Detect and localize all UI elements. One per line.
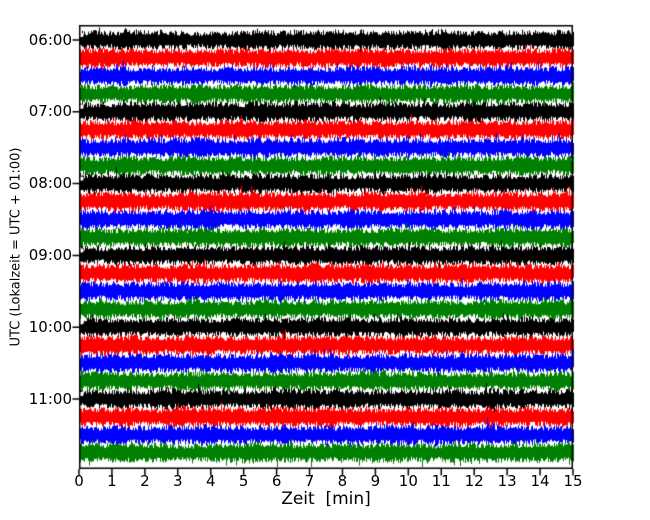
x-tick-label: 5 (238, 472, 249, 490)
x-tick-label: 8 (337, 472, 348, 490)
x-tick-label: 4 (205, 472, 216, 490)
y-tick-label: 09:00 (28, 245, 72, 264)
x-tick-label: 13 (497, 472, 517, 490)
x-tick-label: 1 (107, 472, 117, 490)
x-tick-label: 2 (140, 472, 150, 490)
y-tick-label: 06:00 (28, 30, 72, 49)
x-tick-label: 6 (271, 472, 282, 490)
x-tick-label: 12 (464, 472, 484, 490)
x-tick-label: 10 (398, 472, 418, 490)
x-tick-label: 7 (304, 472, 315, 490)
x-tick-label: 3 (173, 472, 183, 490)
y-tick-label: 07:00 (28, 102, 72, 121)
x-tick-label: 14 (530, 472, 550, 490)
x-axis-label: Zeit [min] (281, 489, 371, 509)
x-tick-label: 9 (370, 472, 381, 490)
y-tick-label: 11:00 (28, 389, 72, 408)
y-tick-label: 08:00 (28, 174, 72, 193)
x-tick-label: 11 (431, 472, 451, 490)
x-tick-label: 0 (74, 472, 84, 490)
x-tick-label: 15 (563, 472, 583, 490)
y-tick-label: 10:00 (28, 317, 72, 336)
